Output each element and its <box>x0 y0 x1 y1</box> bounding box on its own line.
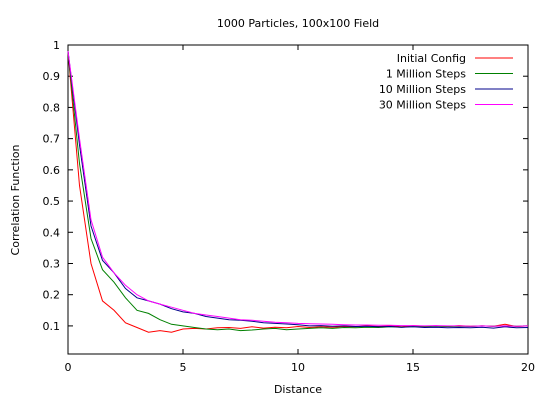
y-tick-label: 0.8 <box>43 101 61 114</box>
legend-label-1: Initial Config <box>397 52 466 65</box>
x-tick-label: 5 <box>180 361 187 374</box>
y-tick-label: 0.7 <box>43 133 61 146</box>
y-tick-label: 0.9 <box>43 70 61 83</box>
legend-label-2: 1 Million Steps <box>386 68 466 81</box>
y-tick-label: 1 <box>53 39 60 52</box>
y-tick-label: 0.6 <box>43 164 61 177</box>
axis-ticks: 0 5 10 15 20 0.1 0.2 0.3 0.4 0.5 0.6 0.7 0.8 0.9 1 <box>43 39 536 374</box>
series-line-4 <box>67 51 529 327</box>
chart-title: 1000 Particles, 100x100 Field <box>217 17 379 30</box>
y-axis-label: Correlation Function <box>9 145 22 256</box>
x-axis-label: Distance <box>274 383 322 396</box>
y-tick-label: 0.2 <box>43 289 61 302</box>
x-tick-label: 10 <box>291 361 305 374</box>
series-line-3 <box>67 51 529 329</box>
y-tick-label: 0.4 <box>43 226 61 239</box>
x-tick-label: 15 <box>406 361 420 374</box>
y-tick-label: 0.3 <box>43 257 61 270</box>
y-tick-label: 0.5 <box>43 195 61 208</box>
legend-label-3: 10 Million Steps <box>379 83 466 96</box>
x-tick-label: 20 <box>521 361 535 374</box>
legend-label-4: 30 Million Steps <box>379 99 466 112</box>
x-tick-label: 0 <box>65 361 72 374</box>
y-tick-label: 0.1 <box>43 320 61 333</box>
series-lines <box>67 51 529 333</box>
legend: Initial Config 1 Million Steps 10 Million … <box>379 52 513 112</box>
